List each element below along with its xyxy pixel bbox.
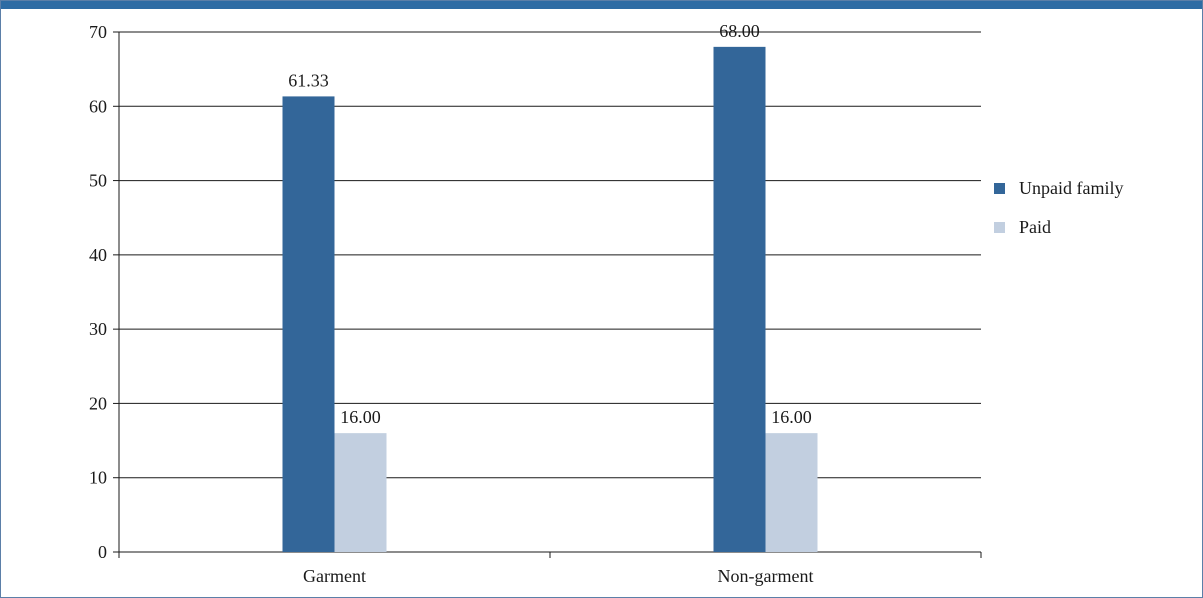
y-tick-label: 50 [89, 171, 107, 191]
legend-swatch [994, 222, 1005, 233]
x-category-label: Garment [303, 566, 366, 586]
legend-label: Paid [1019, 217, 1051, 237]
y-tick-label: 0 [98, 542, 107, 562]
y-tick-label: 70 [89, 22, 107, 42]
data-label: 68.00 [719, 21, 760, 41]
data-label: 16.00 [771, 407, 812, 427]
data-label: 16.00 [340, 407, 381, 427]
y-tick-label: 10 [89, 468, 107, 488]
bar-unpaid-family [282, 96, 335, 553]
bar-paid [334, 433, 387, 552]
data-label: 61.33 [288, 70, 329, 90]
x-category-label: Non-garment [718, 566, 814, 586]
y-tick-label: 40 [89, 245, 107, 265]
y-tick-label: 60 [89, 96, 107, 116]
bar-paid [765, 433, 818, 552]
legend-label: Unpaid family [1019, 178, 1123, 198]
legend-swatch [994, 183, 1005, 194]
header-band [1, 1, 1202, 9]
y-tick-label: 30 [89, 319, 107, 339]
y-tick-label: 20 [89, 393, 107, 413]
bar-unpaid-family [713, 46, 766, 552]
